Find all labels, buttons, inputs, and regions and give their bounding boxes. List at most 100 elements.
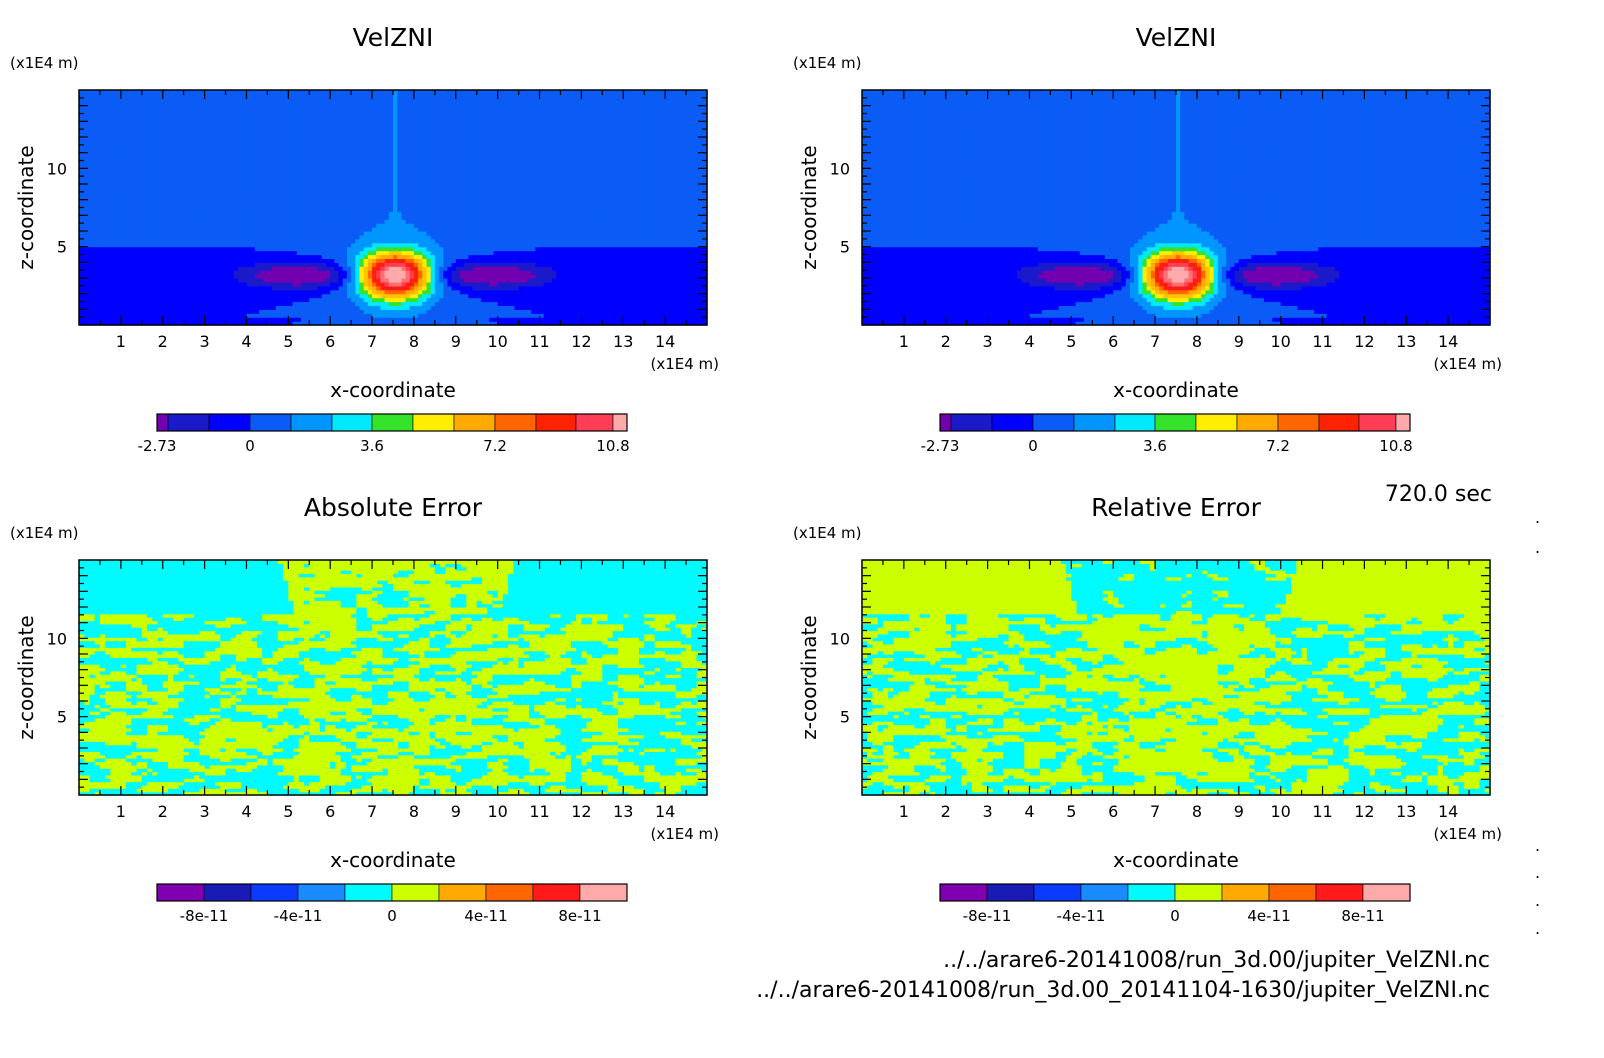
heatmap-cell bbox=[146, 192, 151, 197]
heatmap-cell bbox=[125, 270, 130, 275]
heatmap-cell bbox=[133, 247, 138, 252]
heatmap-cell bbox=[100, 192, 105, 197]
heatmap-cell bbox=[117, 231, 122, 236]
heatmap-cell bbox=[133, 211, 138, 216]
heatmap-cell bbox=[146, 262, 151, 267]
heatmap-cell bbox=[100, 223, 105, 228]
heatmap-cell bbox=[138, 270, 143, 275]
heatmap-cell bbox=[87, 251, 92, 256]
heatmap-cell bbox=[96, 305, 101, 310]
heatmap-cell bbox=[121, 247, 126, 252]
heatmap-cell bbox=[92, 153, 97, 158]
heatmap-cell bbox=[150, 196, 155, 201]
heatmap-cell bbox=[150, 298, 155, 303]
heatmap-cell bbox=[150, 125, 155, 130]
heatmap-cell bbox=[142, 231, 147, 236]
heatmap-cell bbox=[92, 164, 97, 169]
heatmap-cell bbox=[83, 137, 88, 142]
heatmap-cell bbox=[96, 302, 101, 307]
heatmap-cell bbox=[142, 184, 147, 189]
heatmap-cell bbox=[92, 235, 97, 240]
heatmap-cell bbox=[154, 251, 159, 256]
heatmap-cell bbox=[108, 270, 113, 275]
heatmap-cell bbox=[87, 317, 92, 322]
heatmap-cell bbox=[104, 278, 109, 283]
heatmap-cell bbox=[138, 239, 143, 244]
heatmap-cell bbox=[121, 117, 126, 122]
heatmap-cell bbox=[104, 305, 109, 310]
heatmap-cell bbox=[150, 157, 155, 162]
heatmap-cell bbox=[92, 204, 97, 209]
heatmap-cell bbox=[129, 298, 134, 303]
heatmap-cell bbox=[83, 247, 88, 252]
heatmap-cell bbox=[104, 302, 109, 307]
heatmap-cell bbox=[121, 196, 126, 201]
heatmap-cell bbox=[92, 251, 97, 256]
heatmap-cell bbox=[129, 176, 134, 181]
heatmap-cell bbox=[117, 251, 122, 256]
heatmap-cell bbox=[112, 164, 117, 169]
heatmap-cell bbox=[146, 317, 151, 322]
heatmap-cell bbox=[133, 305, 138, 310]
heatmap-cell bbox=[112, 251, 117, 256]
heatmap-cell bbox=[100, 200, 105, 205]
heatmap-cell bbox=[108, 231, 113, 236]
heatmap-cell bbox=[87, 200, 92, 205]
heatmap-cell bbox=[104, 215, 109, 220]
heatmap-cell bbox=[125, 208, 130, 213]
heatmap-cell bbox=[142, 227, 147, 232]
heatmap-cell bbox=[96, 282, 101, 287]
heatmap-cell bbox=[146, 270, 151, 275]
heatmap-cell bbox=[96, 172, 101, 177]
heatmap-cell bbox=[133, 149, 138, 154]
heatmap-cell bbox=[117, 180, 122, 185]
heatmap-cell bbox=[87, 149, 92, 154]
heatmap-cell bbox=[96, 262, 101, 267]
heatmap-cell bbox=[133, 317, 138, 322]
heatmap-cell bbox=[112, 168, 117, 173]
heatmap-cell bbox=[138, 110, 143, 115]
heatmap-cell bbox=[96, 309, 101, 314]
heatmap-cell bbox=[83, 153, 88, 158]
heatmap-cell bbox=[125, 153, 130, 158]
heatmap-cell bbox=[96, 121, 101, 126]
heatmap-cell bbox=[104, 298, 109, 303]
heatmap-cell bbox=[100, 239, 105, 244]
heatmap-cell bbox=[121, 168, 126, 173]
heatmap-cell bbox=[100, 204, 105, 209]
heatmap-cell bbox=[150, 282, 155, 287]
heatmap-cell bbox=[117, 117, 122, 122]
heatmap-cell bbox=[150, 309, 155, 314]
heatmap-cell bbox=[87, 290, 92, 295]
heatmap-cell bbox=[138, 274, 143, 279]
heatmap-cell bbox=[146, 223, 151, 228]
heatmap-cell bbox=[112, 274, 117, 279]
heatmap-cell bbox=[125, 302, 130, 307]
heatmap-cell bbox=[92, 196, 97, 201]
heatmap-cell bbox=[108, 219, 113, 224]
heatmap-cell bbox=[96, 149, 101, 154]
heatmap-cell bbox=[96, 176, 101, 181]
heatmap-cell bbox=[150, 188, 155, 193]
heatmap-cell bbox=[108, 94, 113, 99]
heatmap-cell bbox=[133, 137, 138, 142]
heatmap-cell bbox=[104, 200, 109, 205]
heatmap-cell bbox=[125, 141, 130, 146]
heatmap-cell bbox=[96, 313, 101, 318]
heatmap-cell bbox=[125, 298, 130, 303]
heatmap-cell bbox=[104, 188, 109, 193]
heatmap-cell bbox=[92, 317, 97, 322]
heatmap-cell bbox=[129, 145, 134, 150]
heatmap-cell bbox=[125, 149, 130, 154]
heatmap-cell bbox=[146, 153, 151, 158]
heatmap-cell bbox=[92, 180, 97, 185]
heatmap-cell bbox=[96, 255, 101, 260]
heatmap-cell bbox=[104, 208, 109, 213]
heatmap-cell bbox=[150, 141, 155, 146]
heatmap-cell bbox=[138, 298, 143, 303]
heatmap-cell bbox=[121, 251, 126, 256]
heatmap-cell bbox=[117, 208, 122, 213]
heatmap-cell bbox=[83, 184, 88, 189]
heatmap-cell bbox=[87, 102, 92, 107]
heatmap-cell bbox=[104, 282, 109, 287]
